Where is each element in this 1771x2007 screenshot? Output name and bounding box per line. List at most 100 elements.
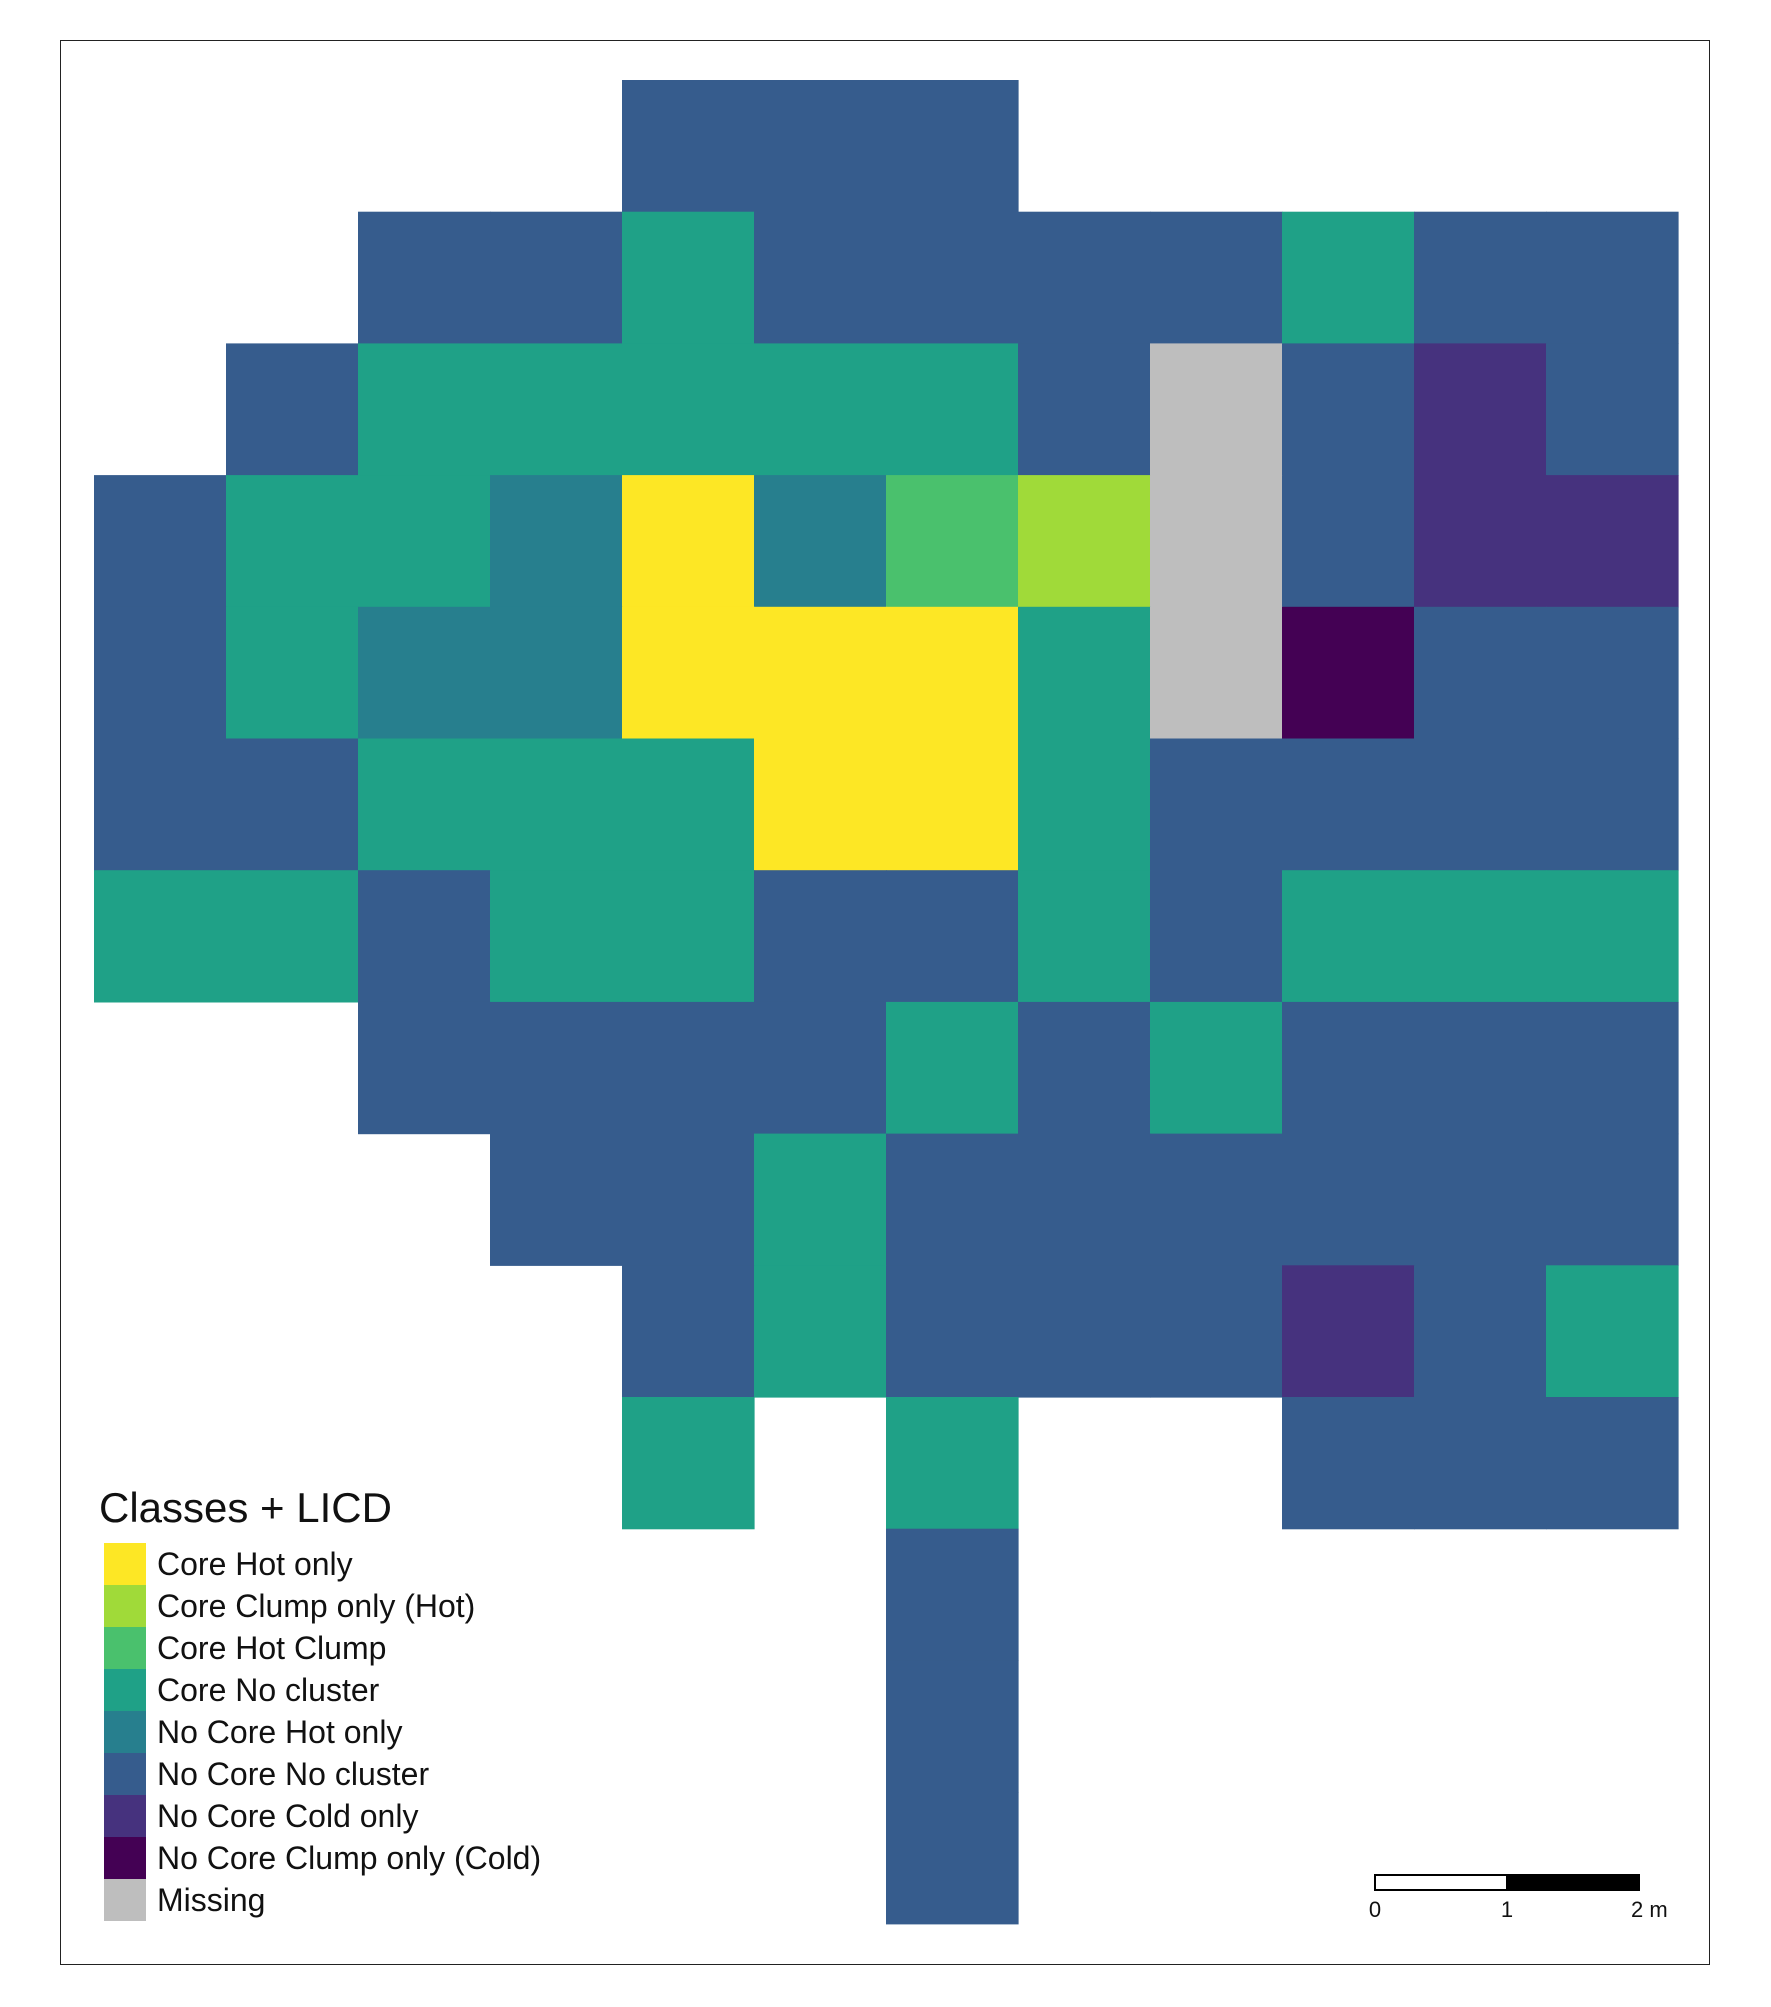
raster-cell (1414, 606, 1547, 740)
legend-item: Core Hot only (104, 1543, 353, 1585)
raster-cell (886, 606, 1019, 740)
raster-cell (358, 606, 491, 740)
raster-cell (886, 870, 1019, 1003)
raster-cell (94, 606, 227, 740)
raster-cell (1282, 870, 1415, 1003)
raster-cell (1150, 475, 1283, 608)
legend-label: Core Clump only (Hot) (157, 1588, 475, 1624)
raster-cell (1150, 211, 1283, 344)
raster-cell (1546, 211, 1679, 344)
raster-cell (1546, 1133, 1679, 1266)
raster-cell (1282, 1397, 1415, 1530)
legend-item: No Core Cold only (104, 1795, 418, 1837)
raster-cell (1282, 1265, 1415, 1398)
legend-swatch (104, 1711, 146, 1753)
raster-cell (490, 606, 623, 740)
raster-cell (754, 475, 887, 608)
legend-label: No Core Hot only (157, 1714, 402, 1750)
legend-label: No Core Cold only (157, 1798, 418, 1834)
raster-cell (1018, 1265, 1151, 1398)
legend-swatch (104, 1837, 146, 1879)
raster-cell (754, 211, 887, 344)
raster-cell (622, 1397, 755, 1530)
raster-cell (1150, 606, 1283, 740)
raster-cell (886, 80, 1019, 213)
legend-title: Classes + LICD (99, 1484, 392, 1531)
raster-cell (886, 475, 1019, 608)
raster-cell (1018, 211, 1151, 344)
raster-cell (1282, 343, 1415, 476)
scale-tick-label-1: 1 (1501, 1897, 1513, 1922)
legend-label: Missing (157, 1882, 265, 1918)
legend-label: No Core Clump only (Cold) (157, 1840, 541, 1876)
raster-cell (1546, 343, 1679, 476)
raster-cell (1414, 343, 1547, 476)
raster-cell (754, 1001, 887, 1135)
legend-item: Core Clump only (Hot) (104, 1585, 475, 1627)
raster-cell (226, 870, 359, 1003)
raster-cell (1150, 1001, 1283, 1135)
raster-cell (886, 1792, 1019, 1925)
legend-item: No Core No cluster (104, 1753, 429, 1795)
legend-items: Core Hot only Core Clump only (Hot) Core H… (104, 1543, 541, 1921)
raster-cell (490, 870, 623, 1003)
raster-cell (754, 80, 887, 213)
raster-cell (1282, 1133, 1415, 1266)
raster-cell (1018, 475, 1151, 608)
raster-cell (490, 475, 623, 608)
raster-cell (754, 343, 887, 476)
raster-cell (1414, 1133, 1547, 1266)
raster-cell (358, 1001, 491, 1135)
raster-cell (1282, 606, 1415, 740)
raster-cell (1282, 211, 1415, 344)
legend-label: Core Hot only (157, 1546, 353, 1582)
legend-item: No Core Hot only (104, 1711, 402, 1753)
raster-cell (226, 738, 359, 871)
raster-cell (94, 738, 227, 871)
raster-cell (94, 870, 227, 1003)
raster-cell (358, 870, 491, 1003)
raster-cell (1546, 870, 1679, 1003)
raster-cell (1018, 1001, 1151, 1135)
raster-cell (886, 1660, 1019, 1793)
legend-label: No Core No cluster (157, 1756, 429, 1792)
raster-cell (622, 211, 755, 344)
legend-swatch (104, 1879, 146, 1921)
raster-cell (490, 738, 623, 871)
raster-cell (622, 1133, 755, 1266)
raster-cell (94, 475, 227, 608)
raster-cell (886, 1265, 1019, 1398)
raster-cell (1282, 1001, 1415, 1135)
raster-cell (622, 738, 755, 871)
map-canvas[interactable]: Classes + LICD Core Hot only Core Clump o… (61, 41, 1711, 1966)
raster-cell (1414, 870, 1547, 1003)
raster-cell (490, 211, 623, 344)
raster-cell (358, 343, 491, 476)
raster-cell (886, 211, 1019, 344)
legend-item: Core No cluster (104, 1669, 380, 1711)
raster-cell (886, 1133, 1019, 1266)
raster-cell (226, 343, 359, 476)
raster-cell (754, 1133, 887, 1266)
raster-cell (1414, 475, 1547, 608)
raster-cell (1282, 475, 1415, 608)
scale-tick-label-2: 2 m (1631, 1897, 1668, 1922)
legend-swatch (104, 1585, 146, 1627)
raster-cell (754, 1265, 887, 1398)
legend-swatch (104, 1543, 146, 1585)
raster-cell (1414, 211, 1547, 344)
legend-swatch (104, 1669, 146, 1711)
raster-cell (226, 606, 359, 740)
legend-item: No Core Clump only (Cold) (104, 1837, 541, 1879)
scale-segment-white (1374, 1874, 1508, 1891)
raster-cell (1414, 1265, 1547, 1398)
raster-cell (1546, 606, 1679, 740)
raster-cell (490, 1133, 623, 1266)
raster-cell (622, 80, 755, 213)
raster-cell (226, 475, 359, 608)
raster-cell (1150, 343, 1283, 476)
raster-cell (490, 343, 623, 476)
raster-cell (1414, 738, 1547, 871)
raster-cell (358, 211, 491, 344)
raster-cell (1414, 1397, 1547, 1530)
